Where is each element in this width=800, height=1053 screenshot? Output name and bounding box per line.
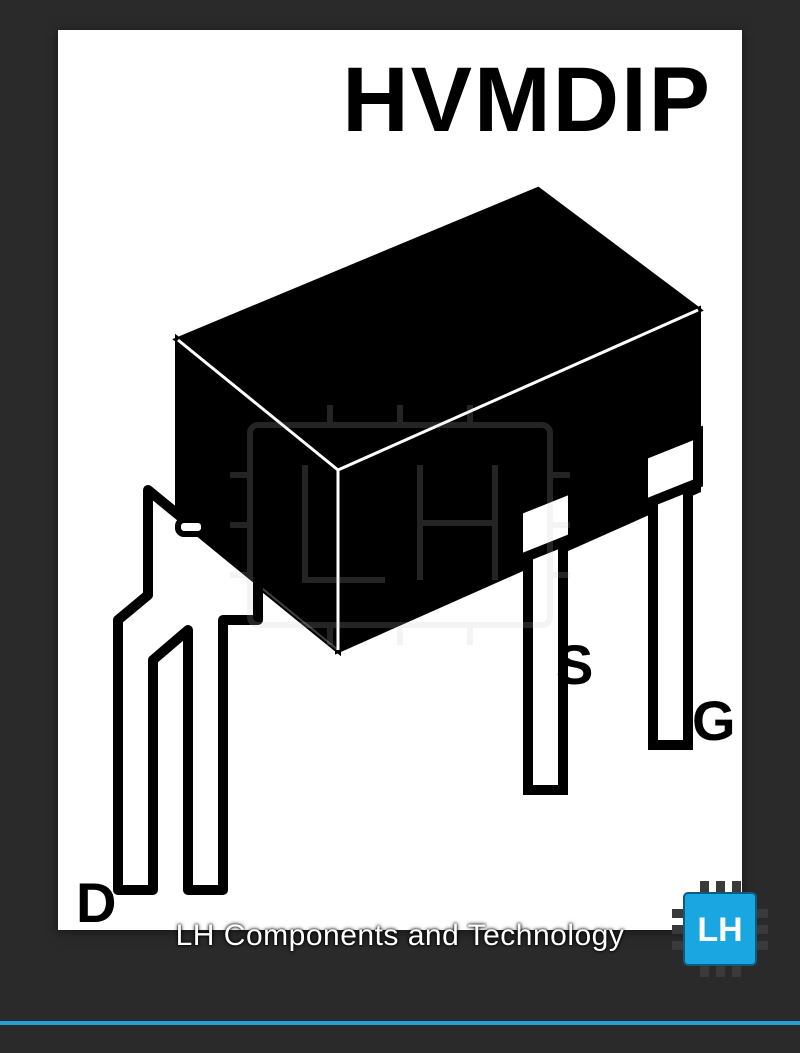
lh-badge-icon: LH [670,879,770,979]
package-diagram [58,150,742,910]
footer-divider [0,1021,800,1025]
product-image-card: HVMDIP D S G [58,30,742,930]
badge-text: LH [697,911,742,949]
package-title: HVMDIP [342,48,712,153]
pin-label-s: S [556,632,593,697]
pin-label-g: G [692,688,736,753]
